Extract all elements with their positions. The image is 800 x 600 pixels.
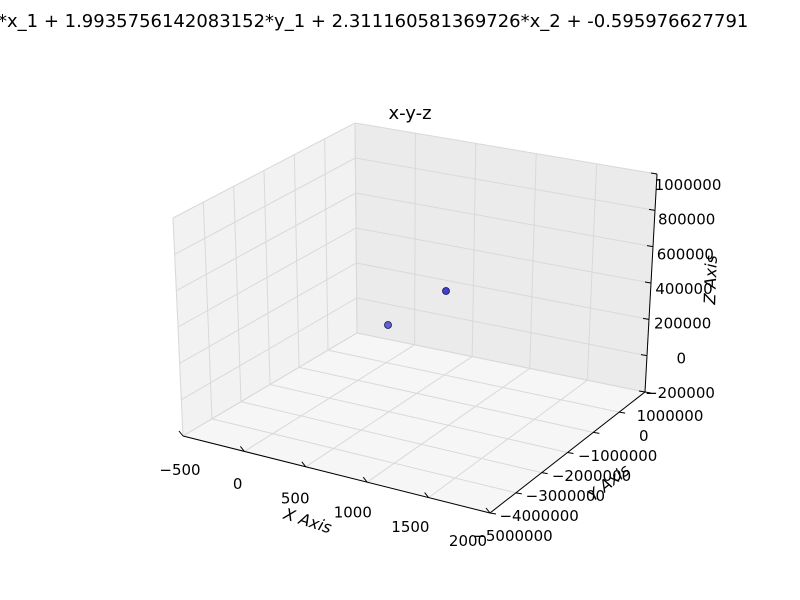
x-tick xyxy=(485,507,491,514)
z-tick-label: −200000 xyxy=(645,384,715,402)
z-tick-label: 400000 xyxy=(655,280,712,298)
y-tick-label: 0 xyxy=(639,427,649,445)
z-gridline xyxy=(182,332,646,437)
panes xyxy=(172,122,658,514)
scatter-point xyxy=(384,321,392,329)
x-tick-label: 500 xyxy=(281,489,310,507)
y-tick-label: −5000000 xyxy=(473,527,552,545)
z-tick-label: 200000 xyxy=(654,315,711,333)
z-axis-label: Z Axis xyxy=(700,255,721,306)
x-tick-label: −500 xyxy=(159,461,200,479)
z-gridline xyxy=(181,297,648,401)
z-tick-label: 800000 xyxy=(658,211,715,229)
z-tick xyxy=(640,354,648,357)
z-tick xyxy=(646,245,654,248)
scatter-points xyxy=(384,287,450,329)
y-tick xyxy=(489,512,497,515)
y-tick xyxy=(541,472,548,475)
figure-suptitle: *x_1 + 1.9935756142083152*y_1 + 2.311160… xyxy=(0,11,748,32)
x-tick-label: 2000 xyxy=(449,532,487,550)
x-tick-label: 0 xyxy=(233,475,243,493)
x-tick xyxy=(362,476,368,483)
y-tick xyxy=(567,452,574,454)
y-tick-label: −3000000 xyxy=(526,487,605,505)
scatter-point xyxy=(442,287,450,295)
z-gridline xyxy=(176,192,654,292)
z-gridline xyxy=(172,122,658,219)
z-tick-label: 600000 xyxy=(657,245,714,263)
x-axis-line xyxy=(182,435,491,514)
x-tick xyxy=(424,492,429,498)
y-tick-label: −2000000 xyxy=(552,467,631,485)
axes xyxy=(178,172,658,515)
y-tick-label: −4000000 xyxy=(499,507,578,525)
x-tick-label: 1000 xyxy=(334,504,372,522)
x-tick xyxy=(240,446,245,452)
z-tick xyxy=(650,172,658,175)
z-gridline xyxy=(179,262,650,364)
y-tick xyxy=(644,391,652,394)
z-tick-label: 0 xyxy=(677,349,687,367)
z-tick xyxy=(644,281,652,284)
y-tick xyxy=(593,431,600,434)
z-tick xyxy=(648,208,656,211)
x-tick xyxy=(178,430,184,437)
z-gridline xyxy=(174,157,656,255)
y-tick-label: 1000000 xyxy=(637,407,704,425)
x-tick xyxy=(301,461,307,468)
x-axis-label: X Axis xyxy=(280,504,334,538)
y-tick xyxy=(515,492,522,495)
z-tick xyxy=(638,390,646,393)
chart-title: x-y-z xyxy=(388,103,431,124)
tick-labels: −500 0 500 1000 1500 2000−5000000 −4000000 −300… xyxy=(159,176,721,550)
y-tick-label: −1000000 xyxy=(578,447,657,465)
y-tick xyxy=(619,411,626,414)
z-gridline xyxy=(177,227,652,328)
z-tick xyxy=(642,317,650,320)
x-tick-label: 1500 xyxy=(391,518,429,536)
z-tick-label: 1000000 xyxy=(655,176,722,194)
